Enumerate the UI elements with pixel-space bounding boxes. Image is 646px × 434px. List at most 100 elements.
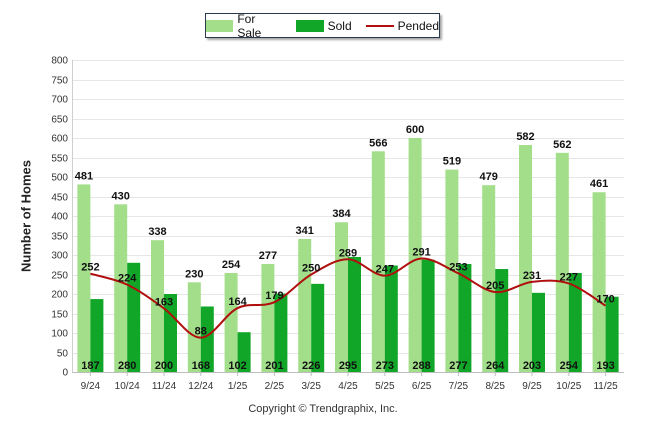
data-label-pended: 170: [596, 294, 614, 306]
bar-for-sale: [187, 282, 201, 372]
y-tick-label: 600: [51, 134, 68, 145]
y-tick-label: 250: [51, 271, 68, 282]
bar-sold: [237, 332, 251, 372]
data-label-pended: 291: [412, 247, 430, 259]
data-label-for-sale: 566: [369, 137, 387, 149]
x-tick-label: 5/25: [375, 381, 395, 392]
data-label-for-sale: 254: [222, 259, 241, 271]
x-tick-label: 11/24: [152, 381, 177, 392]
data-label-pended: 253: [449, 261, 467, 273]
line-pended: [90, 257, 607, 339]
bar-sold: [348, 256, 361, 372]
bar-sold: [458, 263, 472, 372]
data-labels: 481 430 338 230 254 277 341 384 566 600 519 479 582 5…: [75, 124, 615, 372]
y-tick-label: 200: [51, 290, 68, 301]
pended-line: [90, 257, 607, 339]
bar-sold: [90, 299, 104, 372]
data-label-sold: 254: [560, 360, 579, 372]
bar-for-sale: [151, 240, 164, 372]
data-label-sold: 200: [155, 360, 173, 372]
legend-label-sold: Sold: [327, 18, 352, 33]
y-tick-label: 650: [51, 115, 68, 126]
data-label-for-sale: 230: [185, 268, 203, 280]
data-label-sold: 277: [449, 360, 467, 372]
data-label-sold: 187: [81, 360, 99, 372]
x-tick-label: 3/25: [301, 381, 321, 392]
data-label-for-sale: 384: [332, 208, 351, 220]
y-tick-label: 400: [51, 212, 68, 223]
bar-for-sale: [77, 184, 91, 372]
data-label-pended: 289: [339, 247, 357, 259]
bar-sold: [532, 292, 545, 372]
data-label-sold: 193: [596, 360, 614, 372]
bar-for-sale: [408, 138, 422, 372]
data-label-for-sale: 582: [516, 131, 534, 143]
data-label-pended: 205: [486, 280, 504, 292]
data-label-sold: 201: [265, 360, 283, 372]
data-label-pended: 163: [155, 296, 173, 308]
bar-sold: [200, 306, 214, 372]
y-tick-label: 150: [51, 310, 68, 321]
bar-for-sale: [261, 263, 275, 372]
legend-swatch-sold: [295, 19, 324, 32]
legend-swatch-for-sale: [206, 19, 234, 32]
data-label-pended: 88: [195, 326, 207, 338]
bar-for-sale: [335, 222, 348, 372]
data-label-sold: 273: [376, 360, 394, 372]
bar-for-sale: [224, 272, 238, 372]
bar-for-sale: [519, 145, 532, 372]
x-tick-label: 7/25: [449, 381, 469, 392]
y-tick-label: 0: [62, 368, 68, 379]
data-label-for-sale: 562: [553, 139, 571, 151]
bar-sold: [421, 259, 435, 372]
x-tick-label: 10/25: [556, 381, 581, 392]
legend-item-for-sale: For Sale: [206, 12, 282, 40]
data-label-pended: 227: [560, 271, 578, 283]
x-tick-label: 4/25: [338, 381, 358, 392]
x-tick-label: 2/25: [265, 381, 285, 392]
legend-item-sold: Sold: [295, 18, 352, 33]
data-label-sold: 264: [486, 360, 505, 372]
y-tick-label: 50: [57, 349, 69, 360]
data-label-pended: 179: [265, 290, 283, 302]
data-label-pended: 224: [118, 273, 137, 285]
x-tick-label: 8/25: [485, 381, 505, 392]
copyright: Copyright © Trendgraphix, Inc.: [248, 403, 398, 415]
y-tick-label: 750: [51, 76, 68, 87]
data-label-pended: 250: [302, 263, 320, 275]
bar-for-sale: [482, 185, 496, 372]
y-tick-label: 100: [51, 329, 68, 340]
data-label-pended: 247: [376, 264, 394, 276]
x-tick-label: 1/25: [228, 381, 248, 392]
data-label-sold: 168: [192, 360, 210, 372]
data-label-sold: 288: [412, 360, 430, 372]
data-label-for-sale: 461: [590, 178, 608, 190]
bar-for-sale: [114, 204, 128, 372]
bar-for-sale: [371, 151, 385, 372]
data-label-sold: 280: [118, 360, 136, 372]
data-label-for-sale: 430: [112, 190, 130, 202]
data-label-for-sale: 519: [443, 156, 461, 168]
bar-sold: [495, 269, 509, 372]
data-label-sold: 226: [302, 360, 320, 372]
y-axis-label: Number of Homes: [18, 160, 34, 272]
bar-sold: [311, 283, 325, 372]
y-tick-label: 300: [51, 251, 68, 262]
data-label-sold: 102: [228, 360, 246, 372]
y-tick-label: 550: [51, 154, 68, 165]
x-tick-label: 9/25: [522, 381, 542, 392]
data-label-for-sale: 600: [406, 124, 424, 136]
legend-item-pended: Pended: [365, 19, 439, 33]
x-tick-label: 10/24: [115, 381, 140, 392]
bar-sold: [164, 294, 177, 372]
y-tick-label: 700: [51, 95, 68, 106]
bar-sold: [384, 265, 398, 372]
data-label-sold: 295: [339, 360, 357, 372]
data-label-pended: 164: [228, 296, 247, 308]
bar-for-sale: [592, 192, 606, 372]
x-tick-label: 6/25: [412, 381, 432, 392]
bar-sold: [568, 272, 582, 372]
data-label-for-sale: 338: [148, 226, 166, 238]
data-label-pended: 252: [81, 262, 99, 274]
data-label-for-sale: 479: [480, 171, 498, 183]
